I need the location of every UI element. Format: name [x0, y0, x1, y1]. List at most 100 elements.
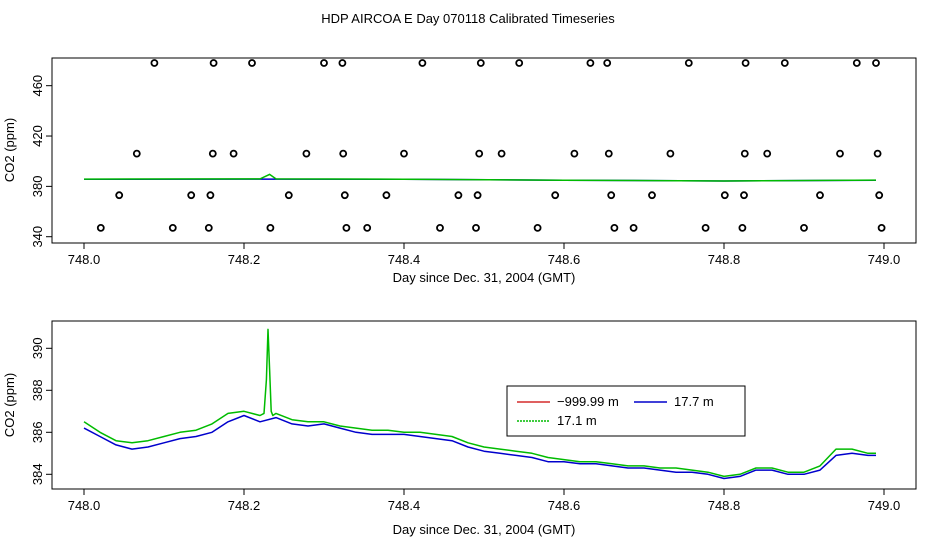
data-point [363, 223, 372, 232]
top-x-tick-label: 749.0 [868, 252, 901, 267]
bottom-axes: 748.0 748.2 748.4 748.6 748.8 749.0 384 386 388 3… [30, 337, 900, 513]
data-point [340, 191, 349, 200]
top-x-tick-label: 748.0 [68, 252, 101, 267]
legend-label-green: 17.1 m [557, 413, 597, 428]
data-point [533, 223, 542, 232]
data-point [741, 59, 750, 67]
data-point [150, 59, 159, 67]
bottom-x-tick-label: 748.0 [68, 498, 101, 513]
data-point [476, 59, 485, 67]
data-point [320, 59, 328, 67]
top-y-tick-label: 340 [30, 226, 45, 248]
data-point [96, 223, 105, 232]
bottom-x-tick-label: 748.2 [228, 498, 261, 513]
bottom-y-axis-label: CO2 (ppm) [2, 373, 17, 437]
data-point [875, 191, 884, 200]
data-point [454, 191, 463, 200]
data-point [187, 191, 196, 200]
data-point [132, 149, 141, 158]
legend-label-blue: 17.7 m [674, 394, 714, 409]
data-point [338, 59, 347, 67]
data-point [206, 191, 215, 200]
top-y-tick-label: 380 [30, 176, 45, 198]
bottom-marks [83, 328, 876, 480]
data-point [472, 223, 480, 232]
data-point [720, 191, 729, 200]
top-y-axis-label: CO2 (ppm) [2, 118, 17, 182]
data-point [738, 223, 747, 232]
data-point [475, 149, 484, 158]
top-x-tick-label: 748.8 [708, 252, 741, 267]
data-point [780, 59, 789, 67]
data-point [302, 149, 311, 158]
data-point [515, 59, 524, 67]
legend: −999.99 m 17.7 m 17.1 m [506, 385, 746, 437]
data-point [800, 223, 808, 232]
bottom-x-tick-label: 748.6 [548, 498, 581, 513]
data-point [168, 223, 177, 232]
data-point [497, 149, 506, 158]
data-point [382, 191, 391, 200]
top-y-tick-label: 420 [30, 125, 45, 147]
data-point [852, 59, 861, 67]
top-x-tick-label: 748.4 [388, 252, 421, 267]
top-plot-frame [51, 57, 917, 244]
bottom-x-tick-label: 748.4 [388, 498, 421, 513]
bottom-panel: 748.0 748.2 748.4 748.6 748.8 749.0 384 386 388 3… [2, 320, 917, 537]
series-line-17-7-m [83, 414, 876, 480]
data-point [248, 59, 256, 67]
data-point [339, 149, 348, 158]
bottom-y-tick-label: 384 [30, 463, 45, 485]
data-point [873, 149, 882, 158]
data-point [418, 59, 427, 67]
data-point [209, 59, 218, 67]
data-point [229, 149, 238, 158]
data-point [400, 149, 408, 158]
top-series-line-1 [83, 173, 877, 182]
data-point [551, 191, 560, 200]
data-point [872, 59, 880, 67]
bottom-plot-frame [51, 320, 917, 490]
data-point [204, 223, 213, 232]
data-point [701, 223, 710, 232]
data-point [816, 191, 824, 200]
data-point [740, 149, 749, 158]
series-line-17-1-m [83, 328, 876, 478]
data-point [607, 191, 616, 200]
legend-box [506, 385, 746, 437]
top-x-axis-label: Day since Dec. 31, 2004 (GMT) [393, 270, 576, 285]
top-x-tick-label: 748.2 [228, 252, 261, 267]
figure-title: HDP AIRCOA E Day 070118 Calibrated Times… [321, 11, 615, 26]
data-point [666, 149, 675, 158]
data-point [570, 149, 579, 158]
bottom-y-tick-label: 388 [30, 379, 45, 401]
legend-label-red: −999.99 m [557, 394, 619, 409]
top-axes: 748.0 748.2 748.4 748.6 748.8 749.0 340 380 420 4… [30, 75, 900, 267]
bottom-y-tick-label: 390 [30, 337, 45, 359]
data-point [763, 149, 772, 158]
data-point [603, 59, 612, 67]
data-point [836, 149, 844, 158]
data-point [877, 223, 886, 232]
bottom-y-tick-label: 386 [30, 421, 45, 443]
data-point [629, 223, 638, 232]
bottom-x-tick-label: 748.8 [708, 498, 741, 513]
data-point [436, 223, 444, 232]
data-point [648, 191, 656, 200]
data-point [208, 149, 217, 158]
top-panel: 748.0 748.2 748.4 748.6 748.8 749.0 340 380 420 4… [2, 57, 917, 285]
top-x-tick-label: 748.6 [548, 252, 581, 267]
bottom-x-axis-label: Day since Dec. 31, 2004 (GMT) [393, 522, 576, 537]
data-point [586, 59, 595, 67]
data-point [610, 223, 619, 232]
data-point [342, 223, 351, 232]
top-marks [83, 59, 886, 232]
data-point [284, 191, 293, 200]
data-point [115, 191, 124, 200]
data-point [684, 59, 693, 67]
data-point [266, 223, 275, 232]
data-point [604, 149, 613, 158]
bottom-x-tick-label: 749.0 [868, 498, 901, 513]
data-point [473, 191, 482, 200]
